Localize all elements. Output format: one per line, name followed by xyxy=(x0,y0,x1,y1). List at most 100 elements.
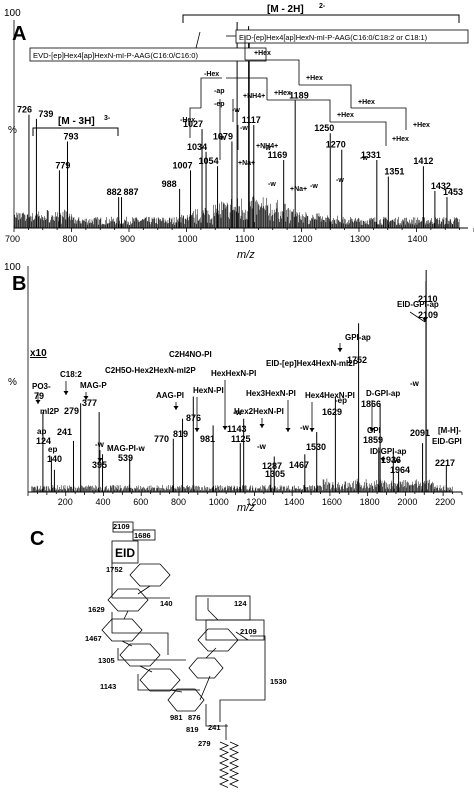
frag-line xyxy=(117,648,186,661)
panel-b-peak-label: 770 xyxy=(154,434,169,444)
panel-a-tick-label: 1000 xyxy=(178,234,198,244)
sugar-ring xyxy=(107,588,149,612)
frag-box xyxy=(205,619,265,641)
panel-b-annotation: PO3- xyxy=(32,382,51,391)
frag-line xyxy=(219,635,266,722)
panel-b-annotation: GPI-ap xyxy=(345,333,371,342)
panel-a-tick-label: 1100 xyxy=(235,234,254,244)
ladder-line xyxy=(245,59,300,85)
bond xyxy=(123,610,129,620)
panel-a-x-label: m/z xyxy=(237,249,255,261)
ladder-label: +Hex xyxy=(358,99,375,106)
fatty-acid-chain xyxy=(229,741,239,788)
panel-b-tick-label: 2200 xyxy=(435,497,455,507)
panel-a-peak-label: 1117 xyxy=(242,115,261,125)
panel-b-annotation: -w xyxy=(95,440,105,449)
panel-a-peak-label: 1270 xyxy=(326,140,346,150)
panel-b-peak-label: 377 xyxy=(82,398,97,408)
panel-a-peak-label: 988 xyxy=(162,179,177,189)
panel-b-peak-label: 539 xyxy=(118,453,133,463)
sugar-ring xyxy=(101,618,143,642)
panel-b-annotation: mI2P xyxy=(40,407,60,416)
panel-a-peak-label: 1250 xyxy=(314,123,334,133)
ladder-label: +Hex xyxy=(413,122,430,129)
panel-b-y-label: % xyxy=(8,377,17,388)
eid-label: EID xyxy=(115,546,135,560)
panel-b-peak-label: 2110 xyxy=(418,294,438,304)
bond xyxy=(207,609,219,621)
panel-b-peak-label: 1530 xyxy=(306,442,326,452)
panel-b-baseline-noise xyxy=(31,478,453,492)
panel-a-baseline-noise xyxy=(13,196,460,228)
panel-b-peak-label: 241 xyxy=(57,427,72,437)
panel-b-annotation: ep xyxy=(48,445,57,454)
panel-a-peak-label: 1027 xyxy=(183,119,203,129)
panel-c: C EID 2109 1686 1752 1629 140 1467 124 1305 1143 2… xyxy=(30,521,287,788)
structure-frag-label: 819 xyxy=(186,725,199,734)
frag-line xyxy=(137,674,200,691)
panel-b-tick-label: 600 xyxy=(133,497,148,507)
structure-frag-label: 241 xyxy=(208,723,221,732)
panel-c-label: C xyxy=(30,528,44,550)
structure-frag-label: 876 xyxy=(188,713,201,722)
panel-a-peak-label: 726 xyxy=(17,105,32,115)
ladder-label: +Na+ xyxy=(238,160,255,167)
panel-b-scale-note: x10 xyxy=(30,348,47,359)
panel-b-annotation: -ep xyxy=(335,396,347,405)
ladder-label: +Hex xyxy=(254,50,271,57)
panel-a-peak-label: 1034 xyxy=(187,142,207,152)
ladder-line xyxy=(267,99,331,122)
panel-b-peak-label: 2109 xyxy=(418,310,438,320)
panel-b-label: B xyxy=(12,273,26,295)
sugar-ring xyxy=(119,643,161,667)
panel-b-arrow xyxy=(409,311,426,323)
ion-3minus-bracket: [M - 3H] 3- xyxy=(32,115,119,136)
panel-a-peak-label: 1169 xyxy=(268,150,288,160)
panel-a-peak-label: 793 xyxy=(63,131,78,141)
ladder-label: +NH4+ xyxy=(243,93,265,100)
panel-b-tick-label: 400 xyxy=(95,497,110,507)
panel-b-annotation: MAG-PI-w xyxy=(107,444,146,453)
panel-b-annotation: [M-H]- xyxy=(438,426,461,435)
panel-a-peak-label: 1351 xyxy=(384,167,404,177)
panel-a-tick-label: 900 xyxy=(120,234,135,244)
ion-3minus-label: [M - 3H] xyxy=(58,116,95,127)
panel-b-tick-label: 1200 xyxy=(246,497,266,507)
frag-box xyxy=(112,521,134,533)
ladder-label: +Hex xyxy=(274,90,291,97)
fatty-acid-chain xyxy=(219,741,229,788)
panel-a-peak-label: 1331 xyxy=(361,150,381,160)
bond xyxy=(205,647,217,659)
box-evd-text: EVD-[ep]Hex4[ap]HexN-mI-P-AAG(C16:0/C16:… xyxy=(33,51,198,60)
structure-frag-label: 124 xyxy=(234,599,247,608)
panel-a-peak-label: 882 xyxy=(107,187,122,197)
sugar-ring xyxy=(188,657,224,679)
bond xyxy=(137,585,151,595)
structure-frag-label: 140 xyxy=(160,599,173,608)
panel-b-peak-label: 1467 xyxy=(289,460,309,470)
ladder-label: -w xyxy=(360,155,368,162)
panel-a-peaks: 726 739 779 793 882 887 988 1007 1027 1034 1054 107… xyxy=(13,22,463,228)
ladder-label: -w xyxy=(232,107,240,114)
panel-b-annotation: -w xyxy=(300,423,310,432)
gpi-structure: EID 2109 1686 1752 1629 140 1467 124 1305 1143 210… xyxy=(85,521,287,788)
panel-a-y-label: % xyxy=(8,125,17,136)
panel-b-peak-label: 140 xyxy=(47,454,62,464)
eid-box xyxy=(111,540,139,564)
panel-b-tick-label: 1400 xyxy=(284,497,304,507)
panel-b-peak-label: 1936 xyxy=(381,455,401,465)
panel-b-tick-label: 1600 xyxy=(322,497,342,507)
ion-2minus-charge: 2- xyxy=(319,3,326,10)
panel-a-tick-label: 1400 xyxy=(408,234,428,244)
ladder-line xyxy=(330,121,387,146)
panel-b-peak-label: 1287 xyxy=(262,461,282,471)
panel-b-arrowhead xyxy=(173,406,179,410)
panel-a-peak-label: 1453 xyxy=(443,187,463,197)
panel-b-arrowhead xyxy=(285,428,291,432)
ladder-label: +Hex xyxy=(392,136,409,143)
panel-b-peak-label: 1866 xyxy=(361,399,381,409)
frag-line xyxy=(111,560,170,599)
bond xyxy=(199,675,211,701)
